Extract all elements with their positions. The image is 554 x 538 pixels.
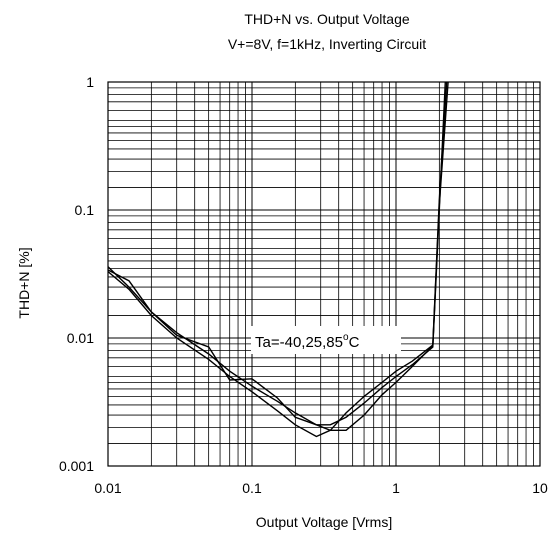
- y-tick-labels: 0.001 0.01 0.1 1: [59, 74, 94, 474]
- annotation-text: Ta=-40,25,85: [255, 334, 343, 351]
- y-tick-label: 0.1: [75, 202, 95, 218]
- x-tick-label: 0.01: [94, 480, 121, 496]
- x-tick-label: 10: [532, 480, 548, 496]
- y-tick-label: 0.001: [59, 458, 94, 474]
- annotation-label: Ta=-40,25,85oC: [255, 332, 360, 351]
- annotation-background: [251, 326, 401, 354]
- temperature-annotation: Ta=-40,25,85oC: [251, 326, 401, 354]
- grid: [107, 82, 540, 467]
- x-tick-label: 0.1: [242, 480, 262, 496]
- series-line-3: [108, 82, 449, 431]
- x-axis-label: Output Voltage [Vrms]: [256, 514, 392, 530]
- chart-title: THD+N vs. Output Voltage: [244, 11, 410, 27]
- series-line-1: [108, 82, 446, 426]
- x-tick-label: 1: [392, 480, 400, 496]
- chart-subtitle: V+=8V, f=1kHz, Inverting Circuit: [228, 36, 426, 52]
- annotation-unit: C: [349, 334, 360, 351]
- annotation-degree: o: [343, 332, 349, 343]
- y-tick-label: 1: [86, 74, 94, 90]
- y-tick-label: 0.01: [67, 330, 94, 346]
- y-axis-label: THD+N [%]: [16, 247, 32, 318]
- series-group: [108, 82, 449, 438]
- series-line-2: [108, 82, 448, 438]
- x-tick-labels: 0.01 0.1 1 10: [94, 480, 548, 496]
- plot-frame: [107, 81, 541, 467]
